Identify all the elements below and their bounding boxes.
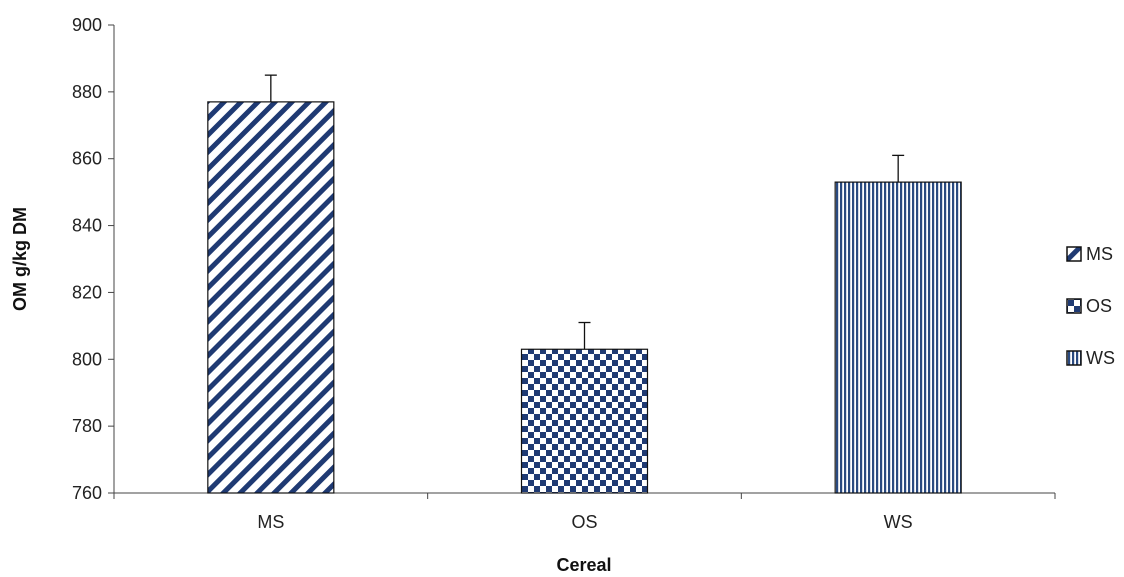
y-tick-label: 780 <box>72 416 102 436</box>
bars-group <box>207 101 962 494</box>
legend-label-ms: MS <box>1086 244 1113 264</box>
legend-swatch-os <box>1066 298 1082 314</box>
y-tick-label: 840 <box>72 216 102 236</box>
y-axis-title: OM g/kg DM <box>10 207 30 311</box>
error-bars-group <box>264 74 905 350</box>
y-tick-label: 820 <box>72 282 102 302</box>
y-tick-label: 880 <box>72 82 102 102</box>
bar-ws <box>834 181 962 494</box>
y-axis-ticks: 760 780 800 820 840 860 880 900 <box>72 15 114 503</box>
legend-label-ws: WS <box>1086 348 1115 368</box>
y-tick-label: 860 <box>72 149 102 169</box>
x-axis-ticks <box>113 493 1056 499</box>
bar-ms <box>207 101 335 494</box>
x-tick-label: WS <box>884 512 913 532</box>
y-tick-label: 800 <box>72 349 102 369</box>
y-tick-label: 760 <box>72 483 102 503</box>
x-tick-label: MS <box>257 512 284 532</box>
legend-swatch-ws <box>1066 350 1082 366</box>
bar-os <box>520 348 649 494</box>
x-axis-labels: MS OS WS <box>257 512 912 532</box>
legend-label-os: OS <box>1086 296 1112 316</box>
legend: MS OS WS <box>1066 244 1115 368</box>
y-tick-label: 900 <box>72 15 102 35</box>
legend-swatch-ms <box>1066 246 1082 262</box>
x-axis-title: Cereal <box>556 555 611 575</box>
x-tick-label: OS <box>571 512 597 532</box>
